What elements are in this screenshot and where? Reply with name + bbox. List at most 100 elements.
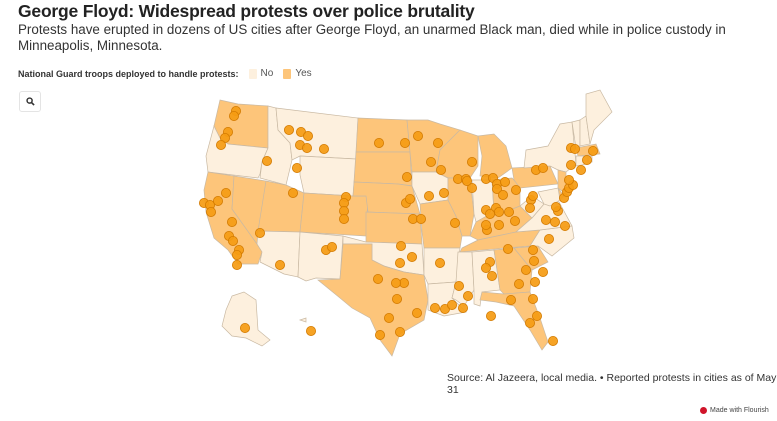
- protest-marker[interactable]: [231, 249, 242, 260]
- protest-marker[interactable]: [434, 257, 445, 268]
- protest-marker[interactable]: [576, 164, 587, 175]
- protest-marker[interactable]: [338, 213, 349, 224]
- protest-marker[interactable]: [261, 155, 272, 166]
- protest-marker[interactable]: [395, 240, 406, 251]
- protest-marker[interactable]: [226, 216, 237, 227]
- protest-marker[interactable]: [493, 206, 504, 217]
- protest-marker[interactable]: [514, 278, 525, 289]
- protest-marker[interactable]: [461, 175, 472, 186]
- protest-marker[interactable]: [480, 262, 491, 273]
- protest-marker[interactable]: [564, 174, 575, 185]
- state-fl[interactable]: [479, 291, 549, 351]
- state-nm[interactable]: [297, 231, 344, 282]
- protest-marker[interactable]: [449, 217, 460, 228]
- state-wy[interactable]: [299, 155, 357, 197]
- protest-marker[interactable]: [551, 201, 562, 212]
- protest-marker[interactable]: [528, 190, 539, 201]
- protest-marker[interactable]: [429, 302, 440, 313]
- protest-marker[interactable]: [301, 142, 312, 153]
- state-ut[interactable]: [257, 180, 305, 233]
- state-ak[interactable]: [221, 291, 271, 347]
- protest-marker[interactable]: [411, 307, 422, 318]
- protest-marker[interactable]: [432, 137, 443, 148]
- protest-marker[interactable]: [462, 290, 473, 301]
- protest-marker[interactable]: [291, 162, 302, 173]
- protest-marker[interactable]: [438, 187, 449, 198]
- protest-marker[interactable]: [399, 137, 410, 148]
- protest-marker[interactable]: [283, 125, 294, 136]
- protest-marker[interactable]: [538, 162, 549, 173]
- protest-marker[interactable]: [220, 187, 231, 198]
- protest-marker[interactable]: [528, 293, 539, 304]
- state-sd[interactable]: [353, 151, 413, 187]
- protest-marker[interactable]: [374, 329, 385, 340]
- protest-marker[interactable]: [239, 322, 250, 333]
- state-hi[interactable]: [298, 317, 307, 323]
- protest-marker[interactable]: [372, 273, 383, 284]
- state-mi[interactable]: [477, 133, 513, 179]
- protest-marker[interactable]: [480, 219, 491, 230]
- flourish-credit[interactable]: Made with Flourish: [700, 407, 769, 414]
- state-az[interactable]: [256, 230, 301, 278]
- protest-marker[interactable]: [401, 171, 412, 182]
- protest-marker[interactable]: [394, 257, 405, 268]
- protest-marker[interactable]: [383, 312, 394, 323]
- protest-marker[interactable]: [528, 244, 539, 255]
- protest-marker[interactable]: [302, 130, 313, 141]
- protest-marker[interactable]: [466, 156, 477, 167]
- protest-marker[interactable]: [254, 227, 265, 238]
- state-co[interactable]: [299, 192, 369, 237]
- protest-marker[interactable]: [215, 139, 226, 150]
- protest-marker[interactable]: [510, 184, 521, 195]
- protest-marker[interactable]: [423, 190, 434, 201]
- protest-marker[interactable]: [532, 310, 543, 321]
- protest-marker[interactable]: [305, 325, 316, 336]
- protest-marker[interactable]: [548, 335, 559, 346]
- protest-marker[interactable]: [390, 277, 401, 288]
- protest-marker[interactable]: [486, 270, 497, 281]
- protest-marker[interactable]: [326, 241, 337, 252]
- protest-marker[interactable]: [485, 310, 496, 321]
- protest-marker[interactable]: [505, 294, 516, 305]
- protest-marker[interactable]: [502, 243, 513, 254]
- protest-marker[interactable]: [373, 137, 384, 148]
- protest-marker[interactable]: [582, 154, 593, 165]
- zoom-button[interactable]: [19, 91, 41, 112]
- protest-marker[interactable]: [525, 202, 536, 213]
- protest-marker[interactable]: [406, 251, 417, 262]
- protest-marker[interactable]: [560, 220, 571, 231]
- protest-marker[interactable]: [544, 233, 555, 244]
- protest-marker[interactable]: [274, 259, 285, 270]
- protest-marker[interactable]: [227, 235, 238, 246]
- protest-marker[interactable]: [499, 176, 510, 187]
- protest-marker[interactable]: [503, 206, 514, 217]
- state-me[interactable]: [585, 89, 613, 145]
- protest-marker[interactable]: [466, 182, 477, 193]
- protest-marker[interactable]: [491, 183, 502, 194]
- protest-marker[interactable]: [493, 219, 504, 230]
- protest-marker[interactable]: [509, 215, 520, 226]
- protest-marker[interactable]: [566, 159, 577, 170]
- protest-marker[interactable]: [446, 299, 457, 310]
- protest-marker[interactable]: [457, 302, 468, 313]
- protest-marker[interactable]: [521, 264, 532, 275]
- protest-marker[interactable]: [588, 145, 599, 156]
- protest-marker[interactable]: [541, 214, 552, 225]
- protest-marker[interactable]: [287, 187, 298, 198]
- protest-marker[interactable]: [404, 193, 415, 204]
- protest-marker[interactable]: [391, 293, 402, 304]
- protest-marker[interactable]: [484, 208, 495, 219]
- protest-marker[interactable]: [228, 111, 239, 122]
- protest-marker[interactable]: [205, 206, 216, 217]
- protest-marker[interactable]: [530, 276, 541, 287]
- protest-marker[interactable]: [212, 195, 223, 206]
- protest-marker[interactable]: [538, 266, 549, 277]
- protest-marker[interactable]: [415, 213, 426, 224]
- protest-marker[interactable]: [529, 255, 540, 266]
- protest-marker[interactable]: [394, 326, 405, 337]
- protest-marker[interactable]: [497, 189, 508, 200]
- protest-marker[interactable]: [318, 143, 329, 154]
- protest-marker[interactable]: [412, 130, 423, 141]
- protest-marker[interactable]: [550, 216, 561, 227]
- protest-marker[interactable]: [231, 259, 242, 270]
